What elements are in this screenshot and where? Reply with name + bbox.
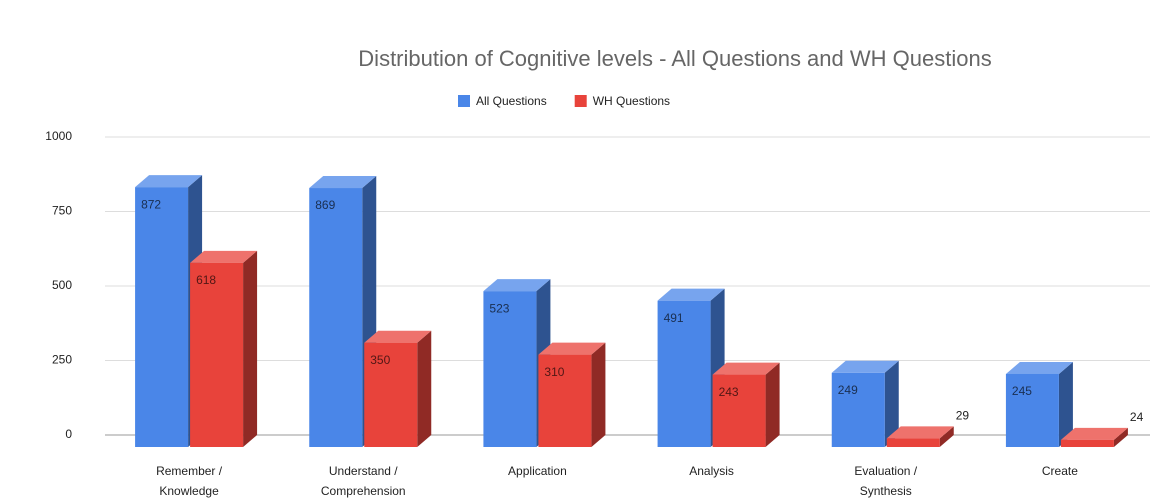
bar-top <box>190 250 258 263</box>
bar-top <box>483 279 551 292</box>
data-label: 350 <box>370 353 390 367</box>
y-tick-label: 0 <box>65 427 72 441</box>
data-label: 245 <box>1012 384 1032 398</box>
bar <box>1060 427 1128 447</box>
data-label: 491 <box>664 311 684 325</box>
data-label: 249 <box>838 383 858 397</box>
x-tick-label: Create <box>1042 464 1078 478</box>
bar-front <box>886 438 940 447</box>
bar <box>364 330 432 447</box>
bar <box>712 362 780 447</box>
x-tick-label: Remember / Knowledge <box>156 464 223 498</box>
bar <box>538 342 606 447</box>
bar <box>886 426 954 447</box>
bar-front <box>135 187 189 448</box>
bar-front <box>712 374 766 447</box>
bar-top <box>831 360 899 373</box>
bar-side <box>765 362 780 447</box>
y-tick-label: 500 <box>52 278 72 292</box>
bar-top <box>364 330 432 343</box>
x-tick-label: Evaluation / Synthesis <box>854 464 917 498</box>
chart-title: Distribution of Cognitive levels - All Q… <box>358 46 991 71</box>
legend-label: WH Questions <box>593 94 670 108</box>
data-label: 24 <box>1130 410 1144 424</box>
bar-side <box>243 250 258 447</box>
bar <box>190 250 258 447</box>
bar-side <box>939 426 954 447</box>
bar-front <box>657 300 711 447</box>
bar <box>1005 361 1073 447</box>
bar-front <box>1005 373 1059 447</box>
bar-front <box>1060 439 1114 447</box>
data-label: 310 <box>544 365 564 379</box>
x-tick-label: Application <box>508 464 567 478</box>
bar-side <box>591 342 606 447</box>
bar <box>831 360 899 447</box>
bar-side <box>1113 427 1128 447</box>
bar-top <box>309 176 377 189</box>
data-label: 29 <box>956 409 970 423</box>
data-label: 869 <box>315 198 335 212</box>
bar-top <box>1005 361 1073 374</box>
bar-top <box>538 342 606 355</box>
bar-front <box>309 188 363 447</box>
bar-front <box>483 291 537 447</box>
bar-side <box>884 360 899 447</box>
bar-top <box>657 288 725 301</box>
bar-top <box>886 426 954 439</box>
bar-side <box>417 330 432 447</box>
bar-top <box>712 362 780 375</box>
data-label: 523 <box>489 301 509 315</box>
data-label: 872 <box>141 197 161 211</box>
legend-swatch <box>458 95 470 107</box>
bar-top <box>135 175 203 188</box>
legend-swatch <box>574 95 587 107</box>
bar-front <box>538 354 592 447</box>
bar-side <box>1058 361 1073 447</box>
bar-front <box>190 262 244 447</box>
x-tick-label: Understand / Comprehension <box>321 464 406 498</box>
data-label: 618 <box>196 273 216 287</box>
x-tick-label: Analysis <box>689 464 734 478</box>
bar-top <box>1060 427 1128 440</box>
y-tick-label: 1000 <box>45 129 72 143</box>
data-label: 243 <box>719 385 739 399</box>
bar-front <box>831 372 885 447</box>
y-tick-label: 750 <box>52 204 72 218</box>
bar-front <box>364 342 418 447</box>
legend-label: All Questions <box>476 94 547 108</box>
y-tick-label: 250 <box>52 353 72 367</box>
